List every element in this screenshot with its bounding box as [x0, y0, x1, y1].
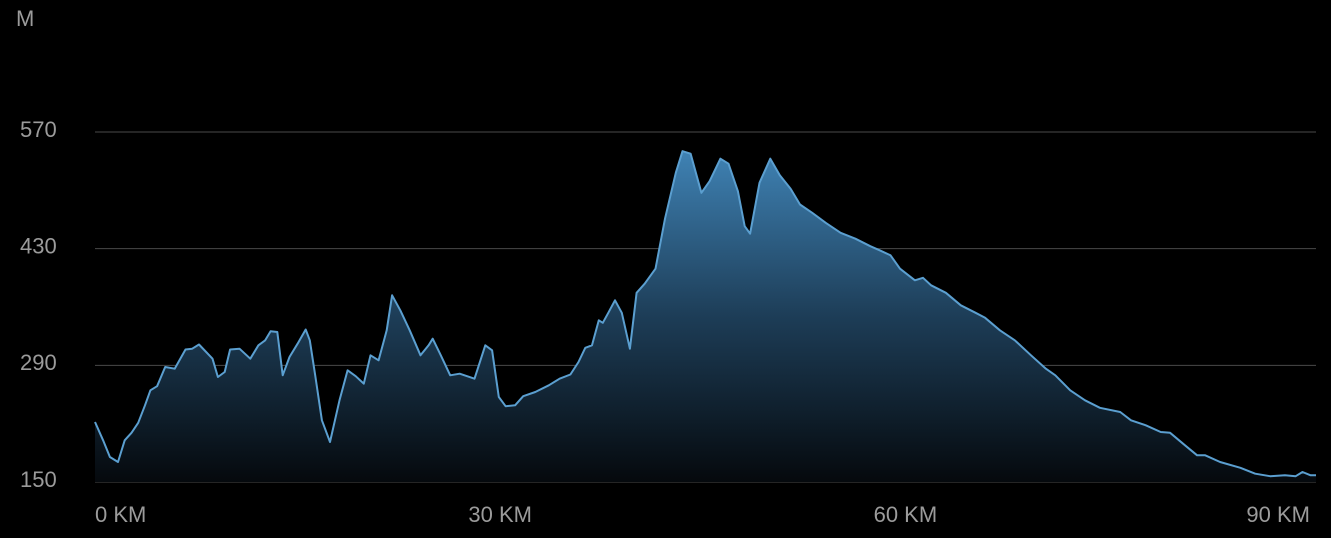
y-tick-label: 290 [20, 350, 57, 375]
x-tick-label: 60 KM [874, 502, 938, 527]
x-tick-label: 0 KM [95, 502, 146, 527]
elevation-line [94, 150, 1316, 478]
x-tick-label: 30 KM [468, 502, 532, 527]
y-axis-unit: M [16, 6, 34, 31]
x-tick-label: 90 KM [1246, 502, 1310, 527]
y-tick-label: 570 [20, 117, 57, 142]
y-tick-label: 430 [20, 233, 57, 258]
elevation-area [95, 151, 1316, 482]
y-tick-label: 150 [20, 467, 57, 492]
